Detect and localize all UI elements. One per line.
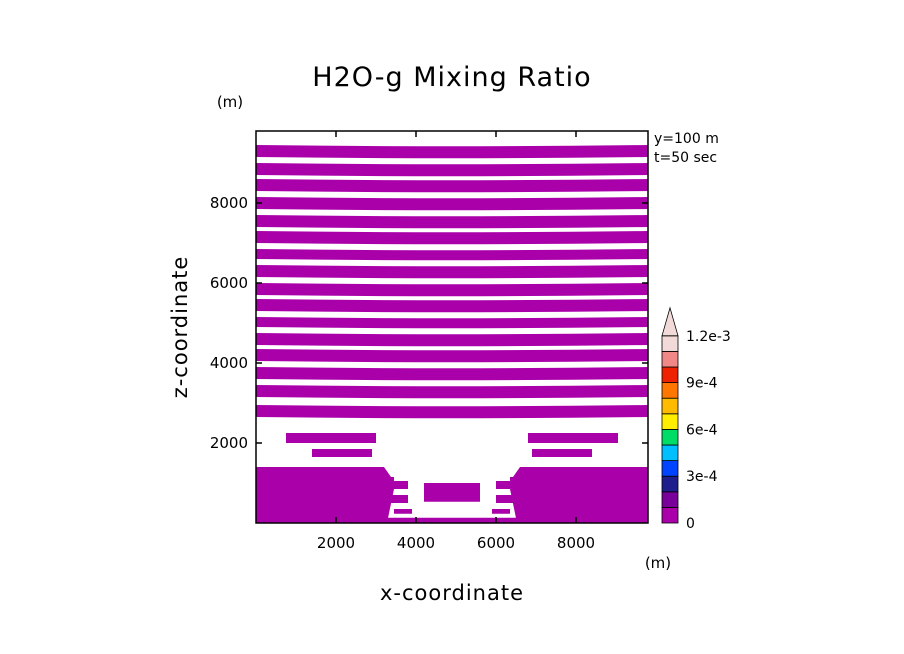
y-tick-label: 2000 (210, 434, 248, 452)
y-tick-label: 4000 (210, 354, 248, 372)
colorbar-label: 3e-4 (686, 469, 718, 485)
y-tick-label: 8000 (210, 194, 248, 212)
contour-region (510, 467, 648, 523)
contour-band (256, 231, 648, 245)
y-tick-label: 6000 (210, 274, 248, 292)
contour-band (424, 483, 480, 502)
contour-band (256, 317, 648, 329)
x-tick-label: 4000 (397, 534, 435, 552)
y-axis-ticks: 2000 4000 6000 8000 (210, 194, 648, 452)
contour-band (256, 367, 648, 381)
colorbar-extend-arrow (661, 306, 679, 337)
colorbar-swatch (661, 491, 679, 508)
contour-band (528, 433, 618, 443)
colorbar-swatch (661, 382, 679, 399)
contour-band (312, 449, 372, 457)
contour-band (256, 215, 648, 229)
colorbar-swatch (661, 475, 679, 493)
y-unit-label: (m) (217, 93, 243, 111)
annotation-y-position: y=100 m (654, 131, 719, 147)
x-tick-label: 6000 (477, 534, 515, 552)
x-axis-ticks: 2000 4000 6000 8000 (317, 131, 595, 552)
contour-band (256, 283, 648, 297)
contour-band (256, 385, 648, 399)
colorbar-label: 9e-4 (686, 376, 718, 392)
contour-band (256, 249, 648, 261)
contour-band (256, 349, 648, 363)
contour-band (492, 509, 510, 514)
colorbar-swatch (661, 460, 679, 477)
colorbar: 0 3e-4 6e-4 9e-4 1.2e-3 (661, 306, 731, 532)
colorbar-swatch (661, 444, 679, 462)
colorbar-swatch (661, 366, 679, 384)
x-tick-label: 8000 (557, 534, 595, 552)
contour-band (256, 299, 648, 313)
y-axis-title: z-coordinate (168, 256, 192, 399)
colorbar-swatch (661, 335, 679, 352)
x-tick-label: 2000 (317, 534, 355, 552)
contour-band (256, 333, 648, 347)
contour-band (532, 449, 592, 457)
contour-band (256, 197, 648, 211)
contour-band (256, 163, 648, 177)
contour-band (256, 179, 648, 193)
chart-title: H2O-g Mixing Ratio (312, 62, 591, 93)
colorbar-swatch (661, 428, 679, 446)
colorbar-swatch (661, 350, 679, 368)
annotation-time: t=50 sec (654, 150, 717, 166)
colorbar-label: 6e-4 (686, 422, 718, 438)
x-unit-label: (m) (645, 554, 671, 572)
contour-band (256, 145, 648, 159)
contour-band (256, 405, 648, 419)
contour-band (286, 433, 376, 443)
colorbar-label: 0 (686, 516, 695, 532)
plot-fill-layer (256, 145, 648, 523)
plot-frame (255, 130, 649, 524)
contour-band (256, 265, 648, 279)
colorbar-swatch (661, 506, 679, 524)
contour-band (394, 509, 412, 514)
contour-region (384, 517, 520, 523)
colorbar-swatch (661, 397, 679, 415)
contour-region (256, 467, 394, 523)
colorbar-swatch (661, 413, 679, 430)
colorbar-label: 1.2e-3 (686, 329, 731, 345)
x-axis-title: x-coordinate (380, 581, 524, 605)
